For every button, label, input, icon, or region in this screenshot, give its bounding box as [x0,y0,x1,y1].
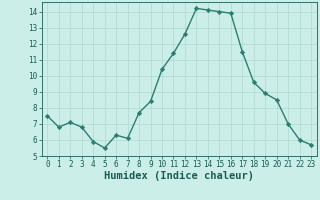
X-axis label: Humidex (Indice chaleur): Humidex (Indice chaleur) [104,171,254,181]
